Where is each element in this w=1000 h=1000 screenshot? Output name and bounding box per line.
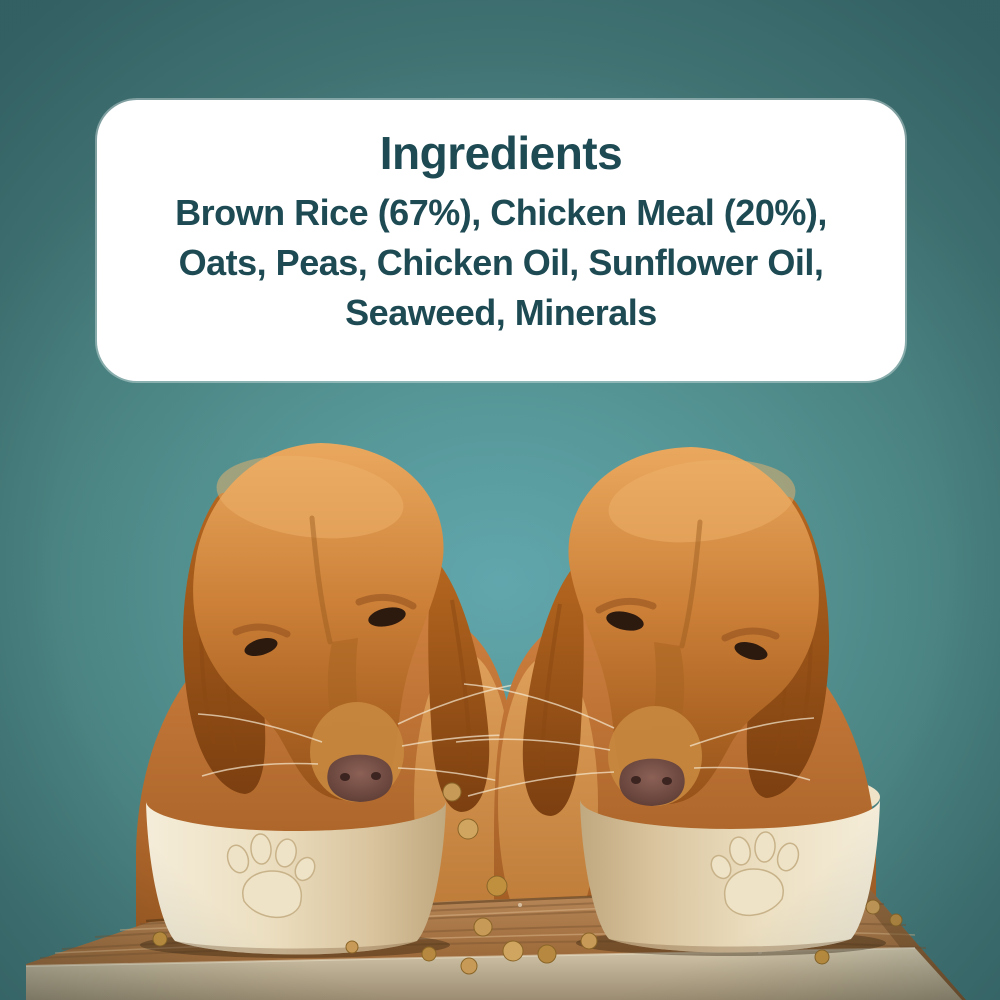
ingredients-card: Ingredients Brown Rice (67%), Chicken Me…: [97, 100, 905, 381]
ingredients-line-2: Oats, Peas, Chicken Oil, Sunflower Oil,: [178, 242, 824, 283]
card-title: Ingredients: [379, 127, 623, 179]
ingredients-list: Brown Rice (67%), Chicken Meal (20%), Oa…: [97, 188, 905, 338]
ingredients-line-3: Seaweed, Minerals: [345, 292, 657, 333]
ingredients-line-1: Brown Rice (67%), Chicken Meal (20%),: [175, 192, 827, 233]
